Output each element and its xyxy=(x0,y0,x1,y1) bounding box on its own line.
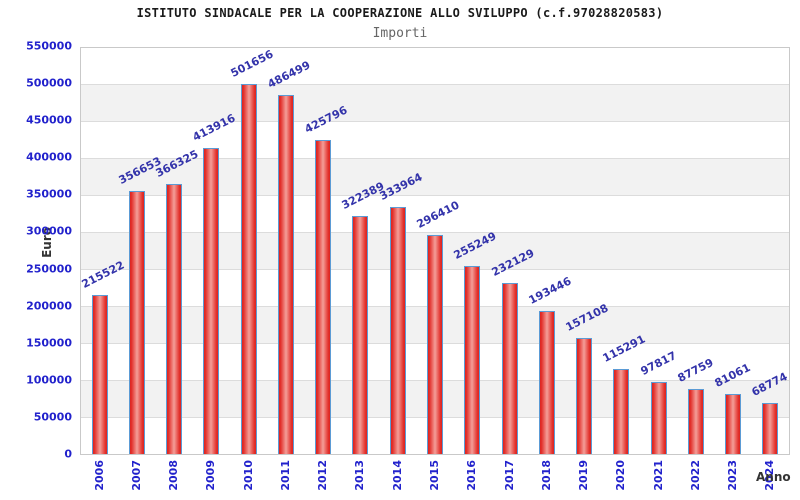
y-axis-tick: 500000 xyxy=(26,76,72,90)
y-axis-tick: 400000 xyxy=(26,150,72,164)
y-axis-tick: 100000 xyxy=(26,373,72,387)
bar-2021 xyxy=(650,382,667,454)
grid-band xyxy=(81,84,789,122)
x-axis-tick: 2018 xyxy=(539,460,553,491)
gridline xyxy=(81,121,789,123)
grid-band xyxy=(81,121,789,159)
x-axis-tick: 2010 xyxy=(241,460,255,491)
y-axis-tick: 300000 xyxy=(26,224,72,238)
x-axis-tick: 2014 xyxy=(390,460,404,491)
x-axis-tick: 2008 xyxy=(167,460,181,491)
grid-band xyxy=(81,48,789,85)
bar-2009 xyxy=(203,148,220,454)
grid-band xyxy=(81,158,789,196)
x-axis-tick: 2013 xyxy=(353,460,367,491)
bar-2011 xyxy=(277,95,294,454)
gridline xyxy=(81,232,789,234)
bar-2017 xyxy=(501,283,518,454)
y-axis-tick: 150000 xyxy=(26,336,72,350)
bar-2024 xyxy=(762,403,779,454)
x-axis-tick: 2016 xyxy=(465,460,479,491)
x-axis-tick: 2009 xyxy=(204,460,218,491)
bar-2007 xyxy=(128,191,145,454)
bar-2023 xyxy=(725,394,742,454)
chart-title: ISTITUTO SINDACALE PER LA COOPERAZIONE A… xyxy=(136,6,664,20)
x-axis-tick: 2011 xyxy=(278,460,292,491)
y-axis-tick: 550000 xyxy=(26,39,72,53)
x-axis-tick: 2017 xyxy=(502,460,516,491)
bar-2016 xyxy=(464,266,481,454)
y-axis-tick: 350000 xyxy=(26,187,72,201)
bar-2006 xyxy=(91,295,108,454)
bar-2022 xyxy=(687,389,704,454)
bar-2014 xyxy=(389,207,406,454)
x-axis-tick: 2007 xyxy=(129,460,143,491)
x-axis-tick: 2023 xyxy=(726,460,740,491)
plot-area: 215522 356653 366325 413916 501656 486499 4257… xyxy=(79,47,790,455)
bar-2018 xyxy=(538,311,555,454)
x-axis-tick: 2006 xyxy=(92,460,106,491)
x-axis-tick: 2021 xyxy=(651,460,665,491)
bar-2013 xyxy=(352,216,369,454)
y-axis-tick: 450000 xyxy=(26,113,72,127)
gridline xyxy=(81,158,789,160)
x-axis-tick: 2022 xyxy=(688,460,702,491)
grid-band xyxy=(81,195,789,233)
x-axis-tick: 2019 xyxy=(577,460,591,491)
bar-2008 xyxy=(166,184,183,454)
bar-2019 xyxy=(576,338,593,454)
x-axis-tick: 2015 xyxy=(428,460,441,491)
y-axis-tick: 50000 xyxy=(33,410,72,424)
gridline xyxy=(81,195,789,197)
bar-2020 xyxy=(613,369,630,454)
y-axis-tick: 250000 xyxy=(26,261,72,275)
x-axis-tick: 2012 xyxy=(316,460,330,491)
bar-2012 xyxy=(315,140,332,454)
chart-subtitle: Importi xyxy=(372,26,428,41)
bar-2010 xyxy=(240,84,257,454)
gridline xyxy=(81,84,789,86)
x-axis-title: Anno xyxy=(756,470,791,484)
y-axis-tick: 200000 xyxy=(26,299,72,313)
x-axis-tick: 2020 xyxy=(614,460,628,491)
bar-2015 xyxy=(427,235,443,454)
y-axis-tick: 0 xyxy=(64,447,72,461)
